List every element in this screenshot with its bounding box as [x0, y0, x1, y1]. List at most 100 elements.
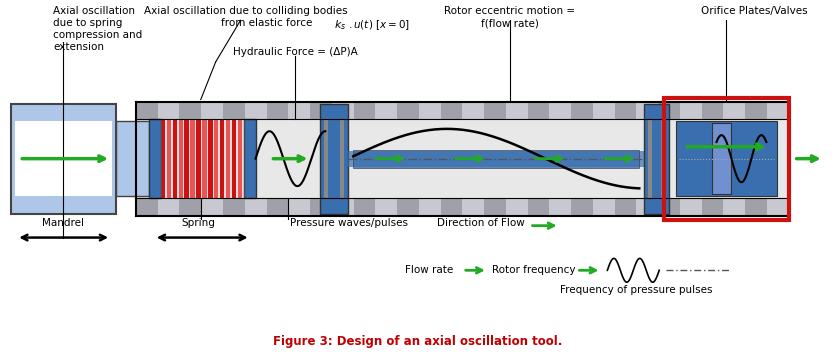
- Bar: [354, 150, 640, 168]
- Bar: [419, 198, 441, 216]
- Text: f(flow rate): f(flow rate): [481, 18, 538, 28]
- Bar: [397, 198, 419, 216]
- Bar: [166, 119, 171, 198]
- Text: Flow rate: Flow rate: [405, 265, 453, 275]
- Bar: [614, 101, 636, 119]
- Bar: [571, 198, 593, 216]
- Text: Rotor eccentric motion =: Rotor eccentric motion =: [444, 6, 575, 16]
- Bar: [288, 198, 310, 216]
- Bar: [462, 198, 484, 216]
- Bar: [680, 101, 701, 119]
- Text: Rotor frequency: Rotor frequency: [492, 265, 575, 275]
- Bar: [593, 198, 614, 216]
- Bar: [136, 198, 158, 216]
- Bar: [549, 198, 571, 216]
- Bar: [232, 119, 237, 198]
- Bar: [179, 119, 183, 198]
- Bar: [116, 121, 149, 196]
- Bar: [349, 151, 645, 167]
- Bar: [397, 101, 419, 119]
- Bar: [645, 104, 669, 214]
- Bar: [226, 119, 230, 198]
- Text: extension: extension: [54, 42, 104, 52]
- Bar: [180, 198, 201, 216]
- Bar: [243, 119, 256, 198]
- Bar: [208, 119, 212, 198]
- Bar: [636, 198, 658, 216]
- Bar: [320, 104, 349, 214]
- Text: $k_s$: $k_s$: [334, 18, 347, 32]
- Bar: [310, 198, 332, 216]
- Bar: [158, 101, 180, 119]
- Text: due to spring: due to spring: [54, 18, 123, 28]
- Bar: [680, 198, 701, 216]
- Bar: [441, 198, 462, 216]
- Bar: [571, 101, 593, 119]
- Text: Frequency of pressure pulses: Frequency of pressure pulses: [559, 285, 712, 295]
- Text: Direction of Flow: Direction of Flow: [437, 218, 525, 228]
- Text: Pressure waves/pulses: Pressure waves/pulses: [290, 218, 409, 228]
- Bar: [223, 101, 245, 119]
- Bar: [767, 198, 788, 216]
- Bar: [484, 101, 506, 119]
- Bar: [15, 196, 112, 214]
- Text: compression and: compression and: [54, 30, 142, 40]
- Bar: [723, 198, 745, 216]
- Bar: [15, 121, 112, 196]
- Bar: [441, 101, 462, 119]
- Bar: [267, 198, 288, 216]
- Bar: [245, 198, 267, 216]
- Bar: [745, 198, 767, 216]
- Text: $.u(t)$ $[x = 0]$: $.u(t)$ $[x = 0]$: [349, 18, 410, 32]
- Bar: [12, 104, 116, 214]
- Bar: [332, 198, 354, 216]
- Text: Hydraulic Force = (ΔP)A: Hydraulic Force = (ΔP)A: [233, 47, 358, 57]
- Bar: [528, 101, 549, 119]
- Text: Axial oscillation: Axial oscillation: [54, 6, 135, 16]
- Text: Spring: Spring: [181, 218, 216, 228]
- Text: from elastic force: from elastic force: [221, 18, 315, 28]
- Bar: [354, 101, 375, 119]
- Bar: [201, 101, 223, 119]
- Bar: [701, 101, 723, 119]
- Bar: [419, 101, 441, 119]
- Bar: [614, 198, 636, 216]
- Bar: [324, 119, 329, 198]
- Bar: [136, 119, 788, 198]
- Bar: [161, 119, 243, 198]
- Bar: [354, 198, 375, 216]
- Bar: [528, 198, 549, 216]
- Bar: [136, 101, 158, 119]
- Bar: [711, 123, 732, 194]
- Bar: [161, 119, 166, 198]
- Bar: [658, 198, 680, 216]
- Bar: [593, 101, 614, 119]
- Bar: [375, 198, 397, 216]
- Bar: [12, 104, 116, 214]
- Text: Mandrel: Mandrel: [42, 218, 84, 228]
- Bar: [310, 101, 332, 119]
- Bar: [161, 119, 243, 198]
- Bar: [484, 198, 506, 216]
- Bar: [237, 119, 242, 198]
- Bar: [636, 101, 658, 119]
- Text: Figure 3: Design of an axial oscillation tool.: Figure 3: Design of an axial oscillation…: [273, 335, 563, 348]
- Bar: [648, 119, 652, 198]
- Bar: [506, 198, 528, 216]
- Bar: [332, 101, 354, 119]
- Bar: [661, 119, 665, 198]
- Bar: [701, 198, 723, 216]
- Bar: [658, 101, 680, 119]
- Bar: [214, 119, 218, 198]
- Bar: [462, 101, 484, 119]
- Bar: [549, 101, 571, 119]
- Bar: [664, 97, 788, 220]
- Bar: [202, 119, 206, 198]
- Bar: [340, 119, 344, 198]
- Bar: [288, 101, 310, 119]
- Bar: [185, 119, 189, 198]
- Bar: [245, 101, 267, 119]
- Bar: [676, 121, 777, 196]
- Bar: [196, 119, 201, 198]
- Bar: [180, 101, 201, 119]
